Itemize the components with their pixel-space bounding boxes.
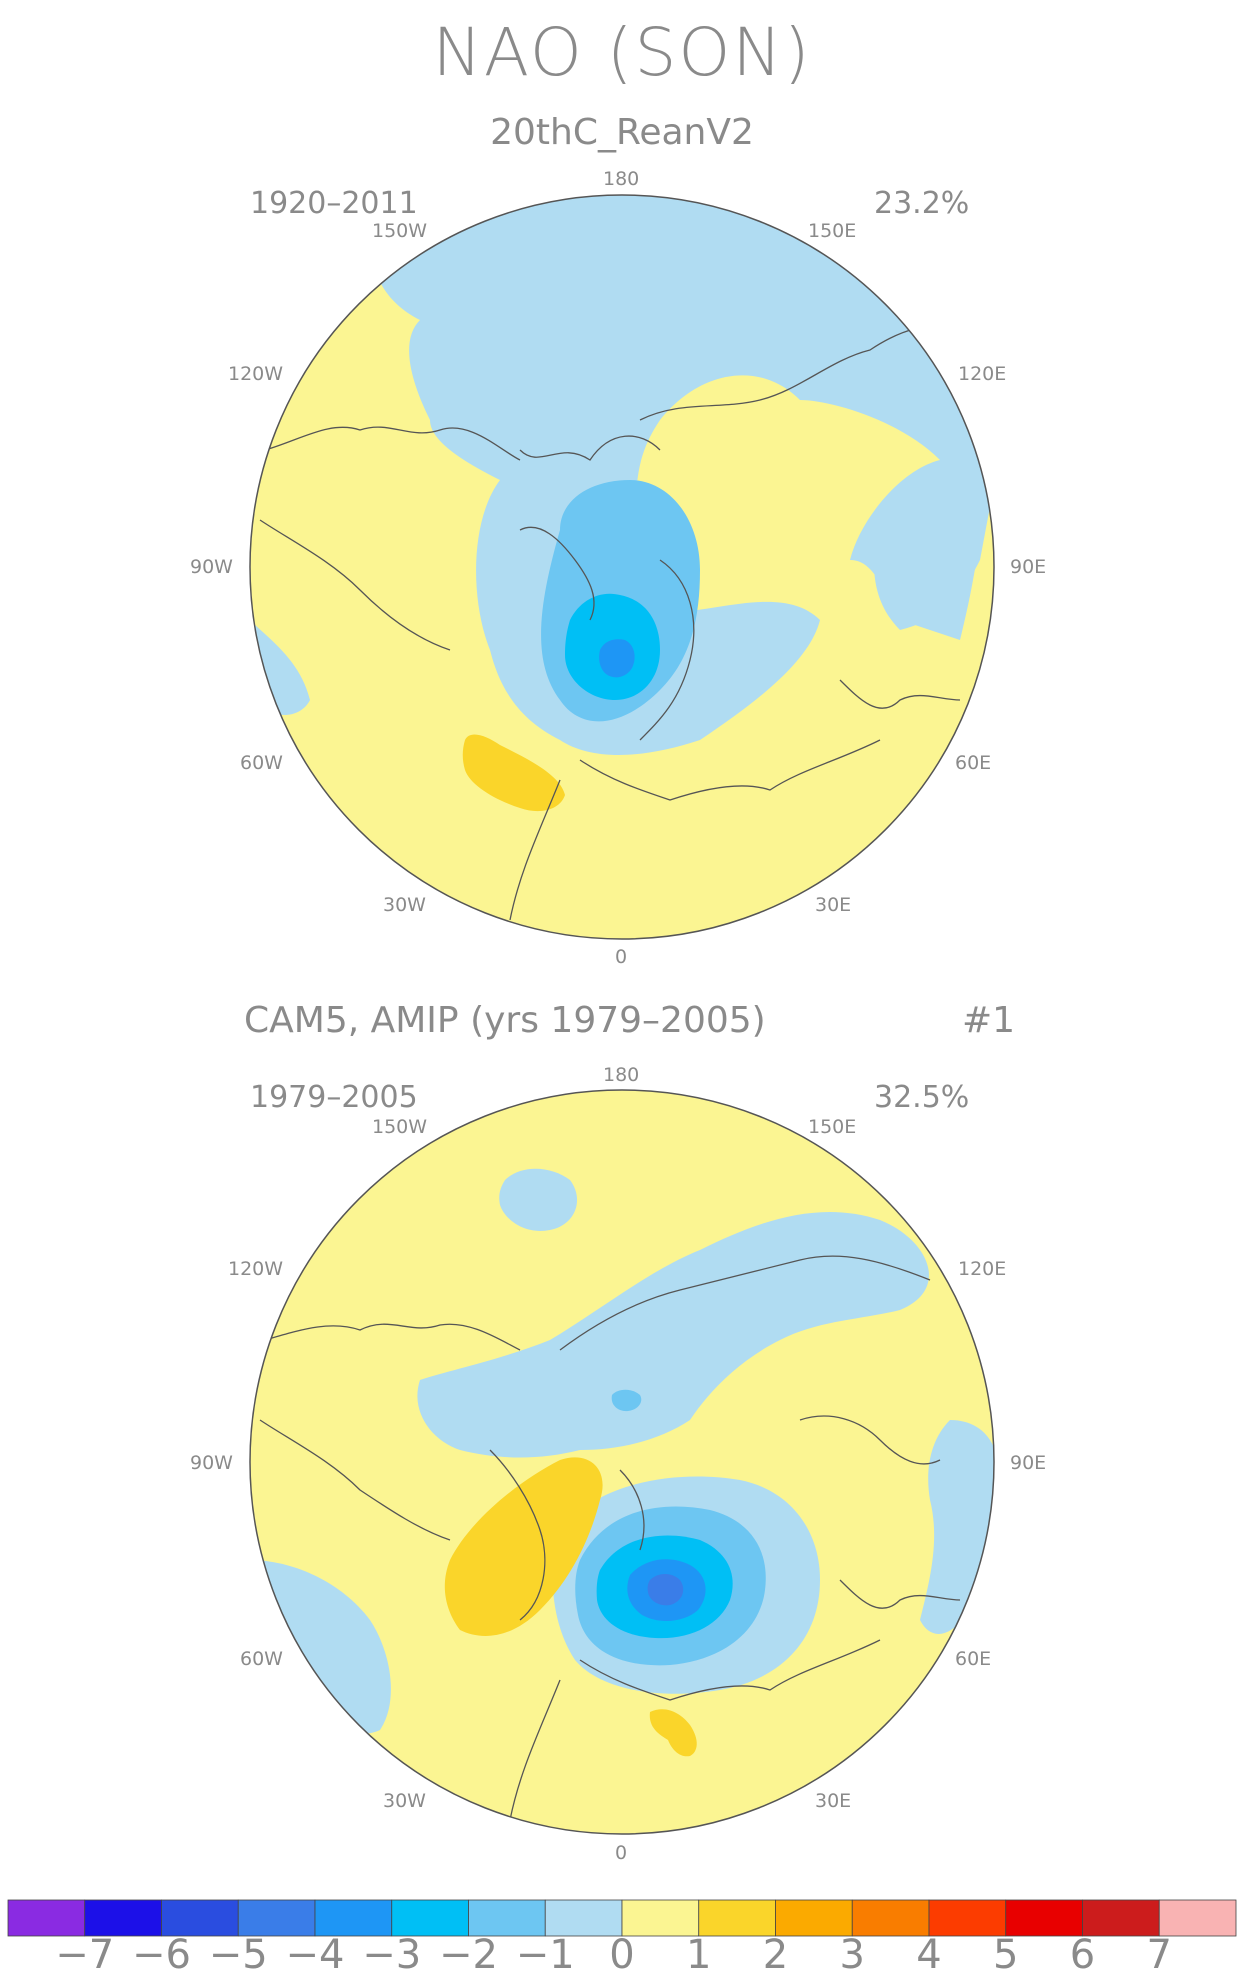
colorbar-swatch	[7, 1899, 86, 1937]
p2-map-border	[249, 1089, 995, 1835]
p2-neg-region-arctic	[417, 1211, 929, 1458]
panel1-variance: 23.2%	[874, 186, 970, 221]
panel2-subtitle: CAM5, AMIP (yrs 1979–2005)	[244, 1000, 766, 1041]
panel2-variance: 32.5%	[874, 1080, 970, 1115]
p2-lon-120w: 120W	[228, 1258, 284, 1280]
colorbar-tick-label: −2	[439, 1932, 498, 1978]
p2-lon-150e: 150E	[808, 1116, 857, 1138]
p2-lon-90e: 90E	[1010, 1452, 1047, 1474]
colorbar-swatch	[161, 1899, 239, 1937]
panel2-member: #1	[962, 1000, 1016, 1041]
colorbar-tick-label: 3	[839, 1932, 865, 1978]
colorbar-swatch	[851, 1899, 930, 1937]
colorbar-tick-label: −1	[515, 1932, 575, 1978]
p1-neg-region-center	[599, 639, 635, 678]
colorbar-tick-label: 5	[993, 1932, 1019, 1978]
p1-lon-90w: 90W	[190, 556, 233, 578]
map-panel-2	[250, 1090, 994, 1834]
colorbar-swatch	[544, 1899, 623, 1937]
panel2-years: 1979–2005	[250, 1080, 418, 1115]
panel1-years: 1920–2011	[250, 186, 418, 221]
p1-lon-180: 180	[603, 168, 640, 190]
p2-lon-60e: 60E	[955, 1648, 992, 1670]
p2-lon-30w: 30W	[383, 1790, 426, 1812]
p1-pos-region-atlantic	[462, 734, 565, 812]
colorbar-tick-label: 2	[762, 1932, 789, 1978]
p1-lon-150w: 150W	[372, 220, 428, 242]
p2-neg-region-west	[250, 1560, 391, 1734]
colorbar-swatch	[1158, 1899, 1237, 1937]
p2-pos-region-med	[649, 1709, 697, 1757]
p2-neg-region-small	[611, 1389, 642, 1412]
colorbar-swatch	[621, 1899, 700, 1937]
colorbar-swatch	[391, 1899, 469, 1937]
p1-lon-120w: 120W	[228, 363, 284, 385]
colorbar-tick-label: −5	[208, 1932, 268, 1978]
colorbar-tick-label: −3	[362, 1932, 422, 1978]
p1-lon-90e: 90E	[1010, 556, 1047, 578]
colorbar-tick-label: −4	[285, 1932, 345, 1978]
colorbar-tick-label: 4	[916, 1932, 942, 1978]
colorbar-tick-label: 7	[1146, 1932, 1172, 1978]
colorbar-swatch	[928, 1899, 1007, 1937]
p2-lon-150w: 150W	[372, 1116, 428, 1138]
colorbar-swatch	[698, 1899, 776, 1937]
p1-lon-120e: 120E	[958, 363, 1007, 385]
p2-lon-120e: 120E	[958, 1258, 1007, 1280]
p1-map-border	[249, 194, 995, 940]
colorbar-tick-label: 6	[1069, 1932, 1096, 1978]
p1-lon-60e: 60E	[955, 752, 992, 774]
p2-lon-90w: 90W	[190, 1452, 233, 1474]
colorbar-swatch	[1082, 1899, 1160, 1937]
p2-lon-180: 180	[603, 1064, 640, 1086]
colorbar	[7, 1899, 1237, 1937]
p1-lon-30e: 30E	[815, 894, 852, 916]
p2-lon-0: 0	[615, 1842, 628, 1864]
p2-neg-region-center	[647, 1574, 684, 1606]
colorbar-swatch	[775, 1899, 853, 1937]
figure-title: NAO (SON)	[432, 14, 812, 91]
p2-lon-60w: 60W	[240, 1648, 283, 1670]
p1-lon-0: 0	[615, 946, 628, 968]
p1-lon-60w: 60W	[240, 752, 283, 774]
colorbar-swatch	[1005, 1899, 1083, 1937]
map-panel-1	[250, 195, 994, 939]
colorbar-swatch	[84, 1899, 162, 1937]
colorbar-tick-label: −6	[132, 1932, 191, 1978]
colorbar-tick-label: −7	[55, 1932, 115, 1978]
p2-pos-region-greenland	[444, 1457, 603, 1636]
p2-lon-30e: 30E	[815, 1790, 852, 1812]
colorbar-swatch	[237, 1899, 316, 1937]
p1-lon-150e: 150E	[808, 220, 857, 242]
colorbar-swatch	[314, 1899, 393, 1937]
colorbar-swatch	[468, 1899, 546, 1937]
p1-lon-30w: 30W	[383, 894, 426, 916]
panel1-subtitle: 20thC_ReanV2	[490, 112, 754, 153]
colorbar-tick-label: 0	[609, 1932, 635, 1978]
colorbar-tick-label: 1	[686, 1932, 712, 1978]
coastlines-panel-2	[259, 1255, 961, 1821]
p2-neg-region-north	[499, 1168, 578, 1231]
